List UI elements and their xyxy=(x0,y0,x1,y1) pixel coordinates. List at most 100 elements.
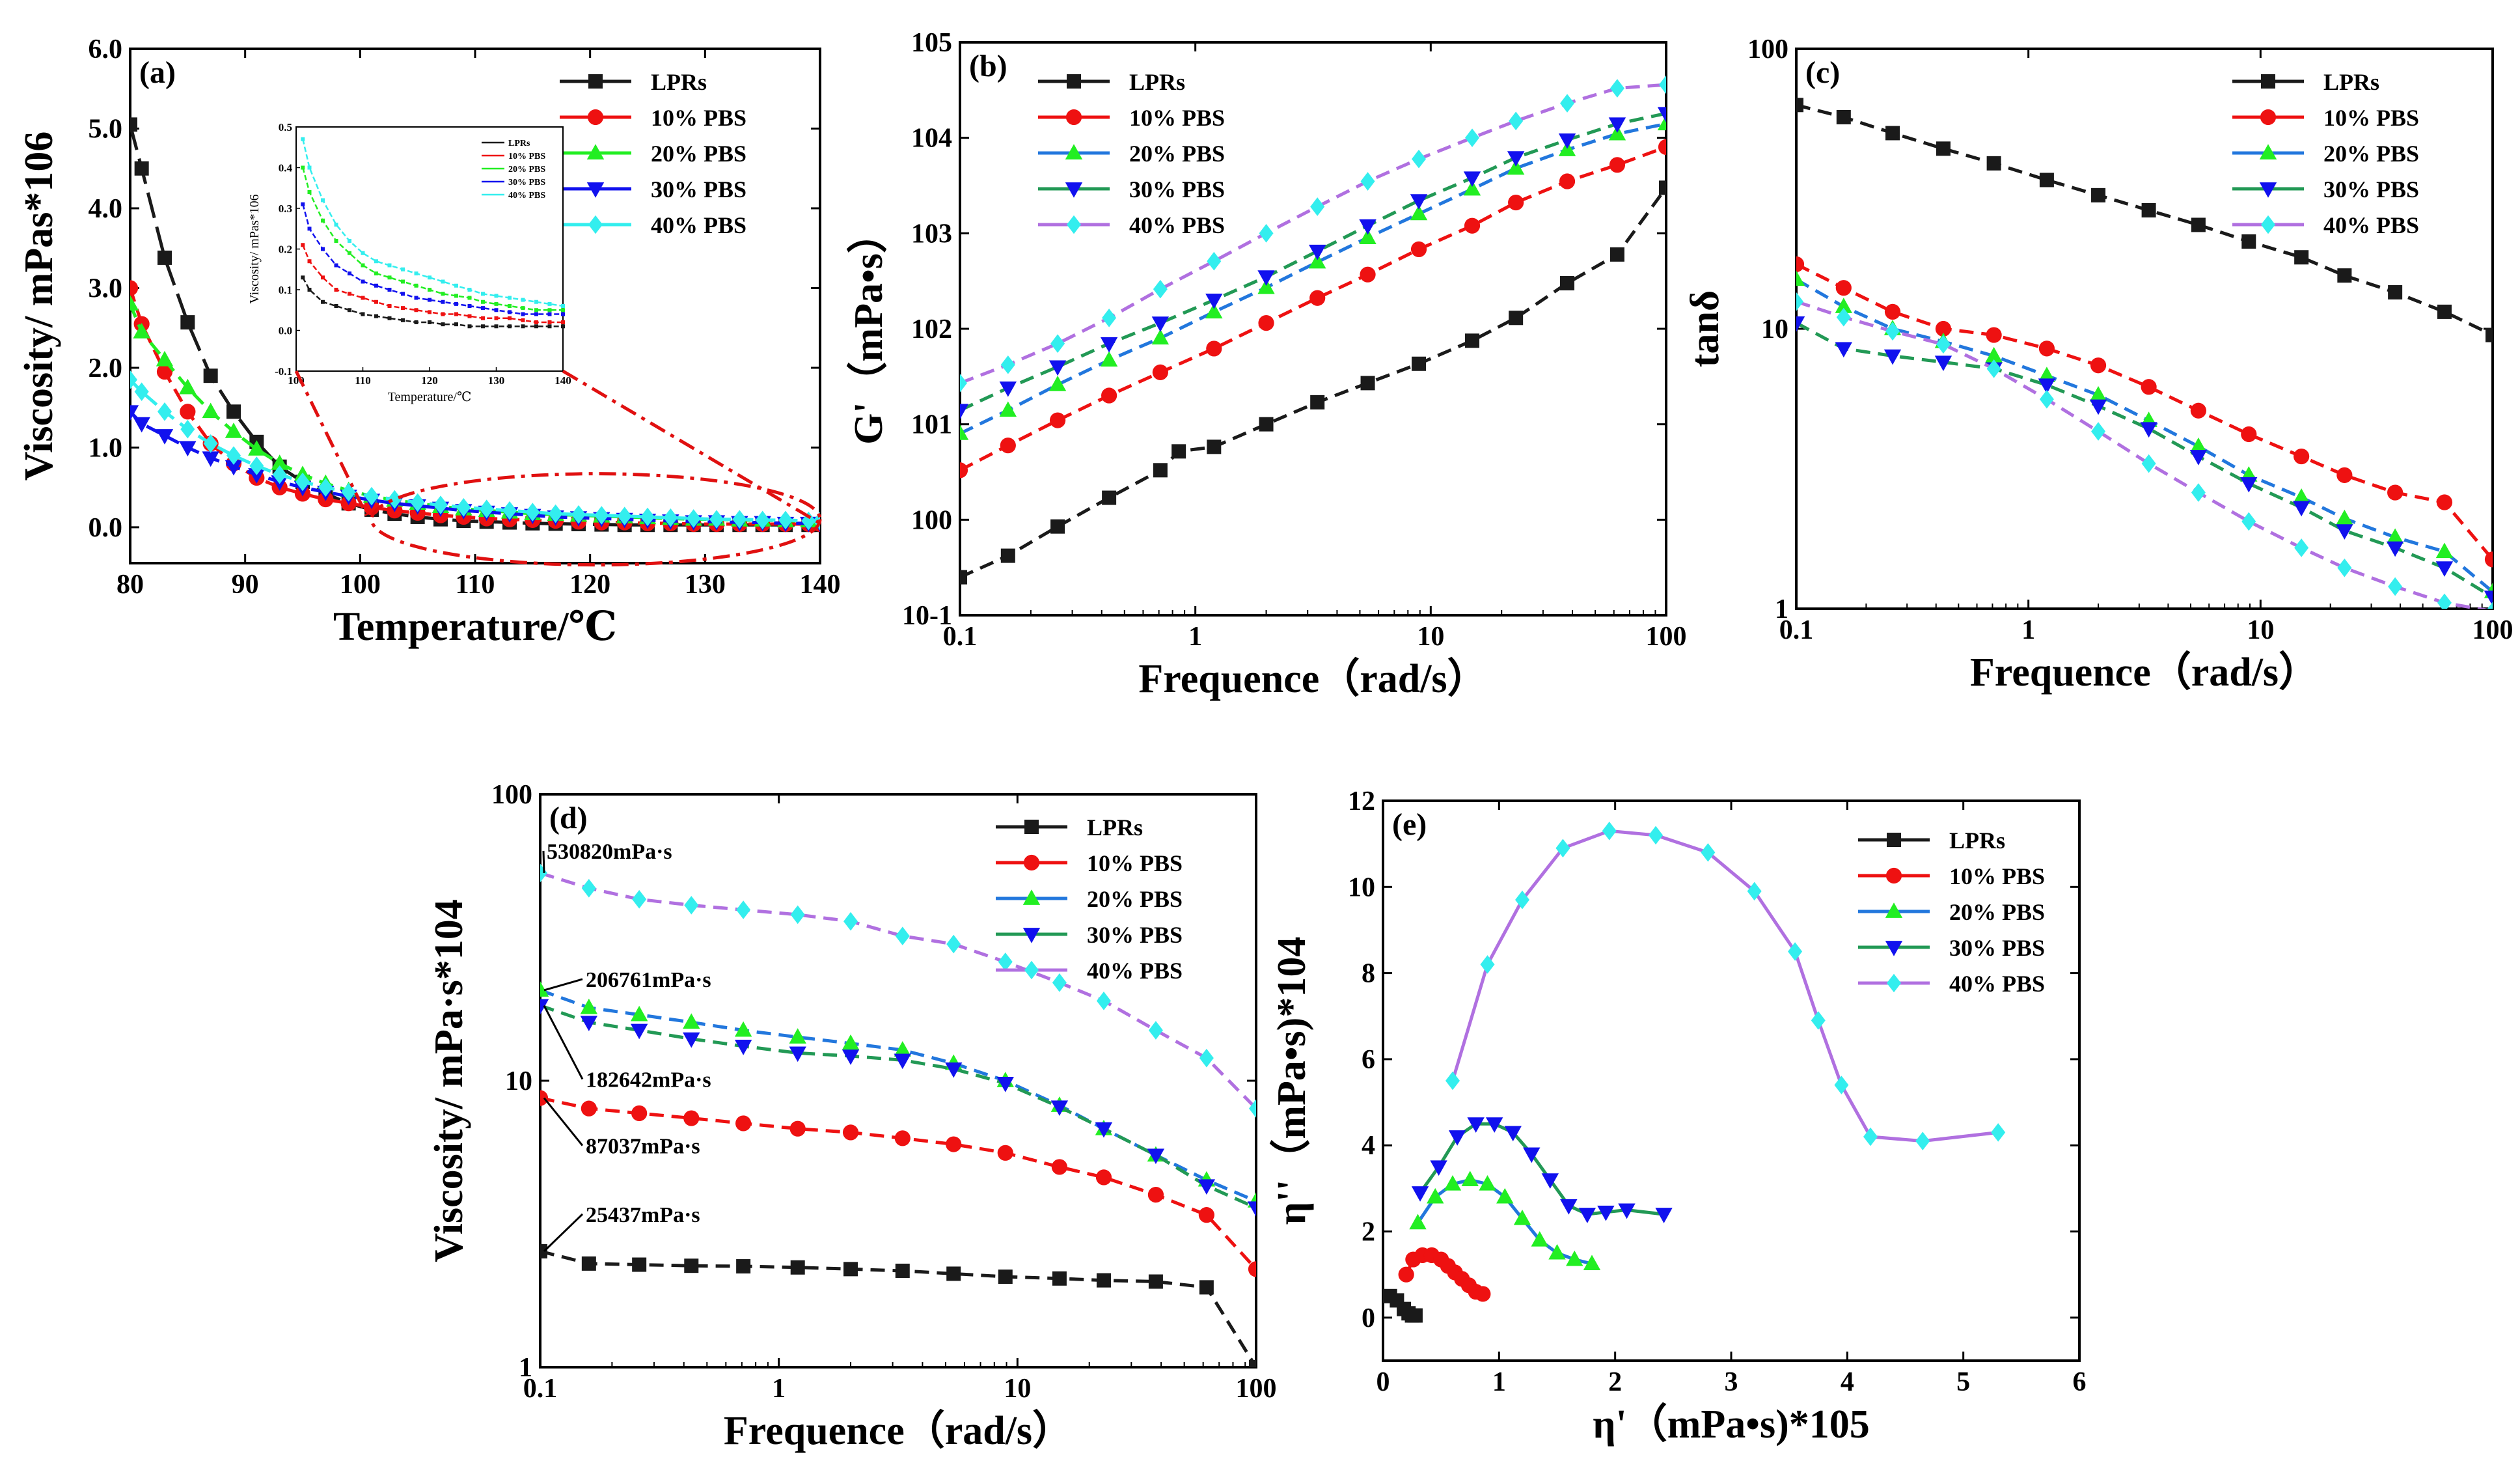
data-point xyxy=(999,401,1017,417)
inset-data-point xyxy=(401,279,405,284)
series-line-40-pbs xyxy=(1451,829,1999,1143)
inset-legend-label: 30% PBS xyxy=(508,178,545,188)
annotation-label: 87037mPa·s xyxy=(586,1135,700,1159)
panel-label: (e) xyxy=(1392,807,1427,842)
inset-data-point xyxy=(301,275,305,280)
data-point xyxy=(1509,311,1524,326)
inset-x-tick-label: 130 xyxy=(488,374,505,387)
inset-legend-label: LPRs xyxy=(508,139,530,148)
inset-data-point xyxy=(508,304,512,308)
data-point xyxy=(1480,955,1495,974)
legend-label: 20% PBS xyxy=(2323,141,2419,167)
data-point xyxy=(318,478,333,497)
data-point xyxy=(842,1124,859,1141)
data-point xyxy=(249,456,264,475)
data-point xyxy=(1507,159,1525,175)
legend-b: LPRs 10% PBS 20% PBS 30% PBS 40% PBS xyxy=(1038,69,1225,238)
legend-marker xyxy=(1024,960,1039,980)
data-point xyxy=(895,926,910,946)
data-point xyxy=(1509,111,1524,131)
data-point xyxy=(1609,79,1624,98)
inset-data-point xyxy=(547,312,552,316)
legend-label: 10% PBS xyxy=(1129,105,1225,131)
inset-data-point xyxy=(441,312,445,316)
data-point xyxy=(1448,1130,1466,1146)
data-point xyxy=(2241,512,2256,531)
data-point xyxy=(1796,256,1805,273)
inset-data-point xyxy=(508,324,512,329)
series-line-lprs xyxy=(960,186,1666,579)
data-point xyxy=(1835,280,1852,296)
legend-marker xyxy=(1022,889,1041,905)
legend-label: LPRs xyxy=(1949,827,2005,854)
data-point xyxy=(2039,389,2054,409)
y-tick-label: 2.0 xyxy=(89,354,123,383)
series-line-20-pbs xyxy=(960,122,1666,436)
data-point xyxy=(2241,426,2257,443)
data-point xyxy=(364,486,379,506)
data-point xyxy=(1884,303,1901,320)
inset-data-point xyxy=(301,243,305,247)
data-point xyxy=(1796,98,1803,113)
data-point xyxy=(631,1105,648,1122)
data-point xyxy=(1986,327,2002,343)
data-point xyxy=(2436,494,2453,510)
data-point xyxy=(1309,290,1326,306)
legend-label: LPRs xyxy=(651,69,707,95)
inset-data-point xyxy=(401,318,405,322)
data-point xyxy=(1658,139,1666,155)
data-point xyxy=(2091,188,2106,202)
data-point xyxy=(1504,1126,1522,1142)
x-axis-title: Frequence（rad/s） xyxy=(1970,649,2319,695)
x-tick-label: 1 xyxy=(2021,615,2035,645)
inset-y-tick-label: 0.5 xyxy=(279,121,292,133)
inset-data-point xyxy=(494,301,499,306)
data-point xyxy=(1560,1199,1578,1215)
x-axis-title: η'（mPa•s)*105 xyxy=(1593,1401,1869,1447)
panel-label: (d) xyxy=(549,801,588,835)
legend-marker xyxy=(1885,941,1903,956)
legend-marker xyxy=(588,215,603,234)
inset-data-point xyxy=(494,308,499,313)
data-point xyxy=(1486,1117,1503,1133)
data-point xyxy=(225,423,243,438)
inset-data-point xyxy=(361,296,365,300)
data-point xyxy=(1096,992,1111,1010)
inset-data-point xyxy=(521,318,525,322)
panel-a: 80 90 100 110 120 130 140 0.0 1.0 2.0 3.0 4.0 5.0 6.0… xyxy=(17,35,841,649)
data-point xyxy=(1409,1214,1427,1230)
data-point xyxy=(1597,1205,1615,1221)
legend-marker xyxy=(1024,820,1039,834)
legend-marker xyxy=(1887,833,1901,847)
data-point xyxy=(1310,197,1325,216)
data-point xyxy=(630,1023,648,1040)
y-tick-label: 1 xyxy=(519,1353,532,1383)
inset-data-point xyxy=(374,271,378,275)
data-point xyxy=(686,509,701,528)
inset-y-axis-title: Viscosity/ mPas*106 xyxy=(247,194,262,303)
data-point xyxy=(1566,1250,1583,1266)
legend-label: 40% PBS xyxy=(1129,212,1225,238)
data-point xyxy=(1310,395,1325,410)
data-point xyxy=(1257,270,1275,286)
inset-data-point xyxy=(428,320,431,324)
data-point xyxy=(1153,279,1168,299)
data-point xyxy=(581,1256,596,1271)
data-point xyxy=(734,1021,752,1037)
data-point xyxy=(1100,337,1118,353)
legend-marker xyxy=(1065,182,1083,198)
zoom-line-right xyxy=(562,369,821,525)
data-point xyxy=(341,482,356,502)
data-point xyxy=(248,468,266,484)
series-group-d xyxy=(540,863,1256,1367)
inset-data-point xyxy=(534,312,538,316)
inset-legend-label: 40% PBS xyxy=(508,191,545,201)
data-point xyxy=(1465,333,1480,348)
data-point xyxy=(130,280,139,296)
legend-label: 40% PBS xyxy=(2323,212,2419,238)
data-point xyxy=(960,462,968,479)
data-point xyxy=(1412,149,1427,169)
y-tick-label: 10 xyxy=(1348,872,1375,902)
legend-label: 10% PBS xyxy=(1949,863,2045,889)
data-point xyxy=(2484,551,2493,568)
